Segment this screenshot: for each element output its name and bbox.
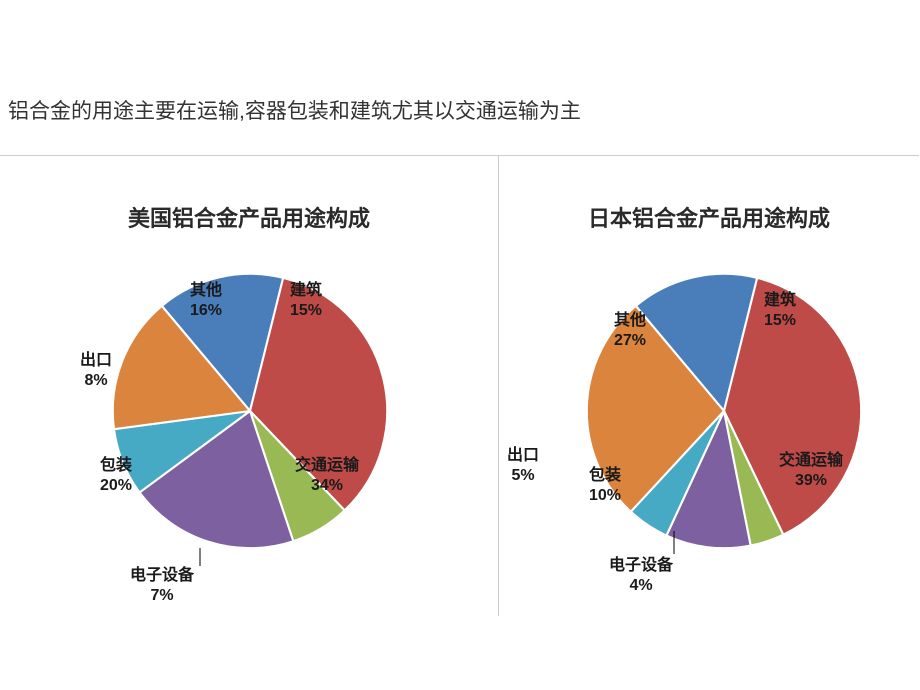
label-包装: 包装10% xyxy=(589,466,621,506)
label-包装: 包装20% xyxy=(100,456,132,496)
label-电子设备: 电子设备7% xyxy=(130,566,194,606)
label-其他: 其他27% xyxy=(614,311,646,351)
chart-us: 美国铝合金产品用途构成 建筑15% 交通运输34% 电子设备7% 包装20% 出口8% 其… xyxy=(0,155,499,616)
label-交通运输: 交通运输34% xyxy=(295,456,359,496)
label-出口: 出口5% xyxy=(507,446,539,486)
chart-us-svg xyxy=(110,271,390,551)
page-heading: 铝合金的用途主要在运输,容器包装和建筑尤其以交通运输为主 xyxy=(8,95,581,125)
chart-jp-title: 日本铝合金产品用途构成 xyxy=(499,201,919,233)
label-建筑: 建筑15% xyxy=(290,281,322,321)
label-出口: 出口8% xyxy=(80,351,112,391)
chart-us-pie xyxy=(110,271,390,551)
label-建筑: 建筑15% xyxy=(764,291,796,331)
charts-row: 美国铝合金产品用途构成 建筑15% 交通运输34% 电子设备7% 包装20% 出口8% 其… xyxy=(0,155,920,615)
chart-us-title: 美国铝合金产品用途构成 xyxy=(0,201,498,233)
label-交通运输: 交通运输39% xyxy=(779,451,843,491)
label-其他: 其他16% xyxy=(190,281,222,321)
chart-jp: 日本铝合金产品用途构成 建筑15% 交通运输39% 电子设备4% 包装10% 出口5% 其… xyxy=(499,155,919,616)
label-电子设备: 电子设备4% xyxy=(609,556,673,596)
